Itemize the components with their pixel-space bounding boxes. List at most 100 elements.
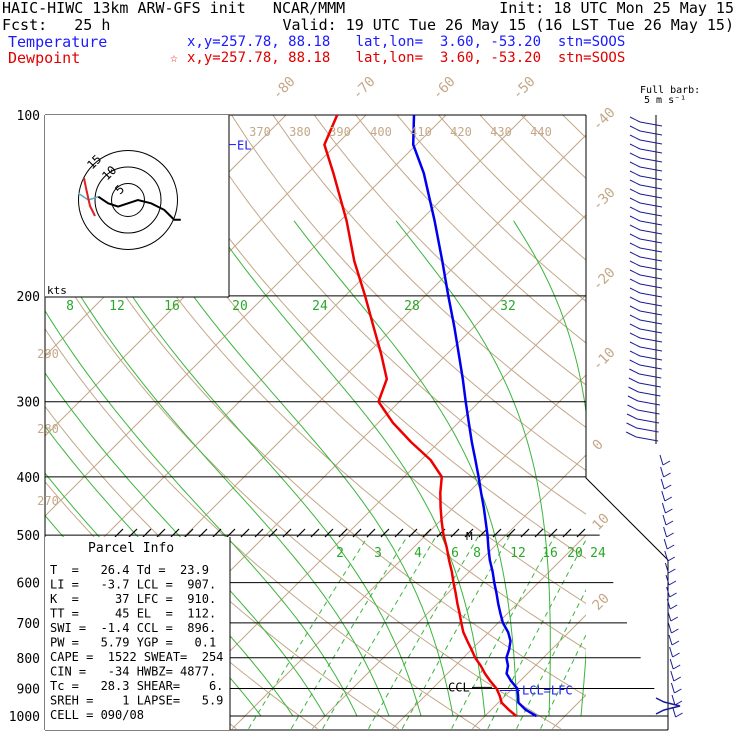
wind-barb	[639, 274, 663, 280]
isotherm-line	[471, 614, 586, 730]
dry-adiabat-line	[45, 328, 480, 730]
wind-barb-flag	[629, 278, 641, 285]
wind-barb-flag	[629, 305, 641, 312]
temperature-point	[458, 353, 460, 356]
dry-adiabat-line	[396, 115, 586, 302]
dewpoint-point	[466, 640, 469, 642]
wind-barb-lower	[669, 658, 674, 670]
theta-tick-label: 390	[329, 125, 351, 139]
temperature-point	[487, 547, 490, 549]
wind-barb	[639, 301, 663, 307]
wind-barb	[639, 373, 662, 379]
wind-barb-flag	[628, 386, 639, 393]
wind-barb-lower-flag	[675, 712, 683, 718]
mixing-ratio-line	[322, 534, 438, 729]
dewpoint-point	[500, 701, 503, 704]
wind-barb-flag	[629, 215, 641, 222]
freezing-hatch-mark	[170, 528, 180, 538]
wind-barb	[639, 202, 663, 208]
lcl-lfc-label: LCL=LFC	[522, 684, 573, 698]
temperature-tick-label: -70	[350, 74, 379, 103]
legend-temperature-label: Temperature	[8, 33, 108, 51]
temperature-point	[423, 172, 425, 174]
freezing-hatch-mark	[394, 528, 404, 538]
dry-adiabat-line	[479, 115, 586, 220]
temperature-tick-label: 10	[590, 511, 613, 534]
pressure-tick-label: 300	[17, 396, 40, 411]
freezing-hatch-mark	[296, 528, 306, 538]
freezing-hatch-mark	[226, 528, 236, 538]
moist-adiabat-line	[85, 220, 422, 717]
temperature-tick-label: -60	[430, 74, 459, 103]
wind-barb-lower-flag	[669, 592, 677, 598]
wind-barb-lower	[668, 634, 673, 646]
freezing-hatch-mark	[198, 528, 208, 538]
moist-adiabat-line	[395, 220, 551, 717]
temperature-point	[491, 570, 494, 573]
dry-adiabat-line	[617, 88, 740, 729]
wind-barb-flag	[629, 188, 641, 195]
dewpoint-point	[498, 694, 501, 697]
theta-tick-label: 430	[490, 125, 512, 139]
dewpoint-point	[446, 547, 448, 549]
temperature-tick-label: -50	[510, 74, 539, 103]
wind-barb-lower-flag	[668, 580, 677, 586]
pressure-tick-label: 900	[17, 682, 40, 697]
dewpoint-point	[364, 295, 366, 297]
freezing-hatch-mark	[562, 528, 572, 538]
ccl-label: CCL	[448, 680, 470, 694]
dewpoint-point	[489, 680, 492, 682]
wind-barb-lower-flag	[671, 628, 679, 634]
wind-barb	[639, 166, 663, 172]
temperature-point	[508, 648, 510, 651]
header-line2-left: Fcst: 25 h	[2, 16, 111, 34]
dewpoint-point	[323, 143, 326, 146]
wind-barb-lower	[661, 490, 666, 502]
temperature-point	[505, 672, 508, 675]
freezing-hatch-mark	[506, 528, 516, 538]
wind-barb-lower	[659, 454, 664, 466]
dewpoint-point	[353, 260, 356, 262]
dry-adiabat-line	[45, 247, 562, 730]
wind-barb	[639, 184, 663, 190]
plot-frame-right	[585, 115, 669, 730]
parcel-info-row: T = 26.4 Td = 23.9	[50, 563, 209, 577]
wind-barb-lower	[670, 670, 675, 682]
freezing-hatch-mark	[576, 528, 586, 538]
hodograph-trace-mid	[83, 177, 96, 217]
temperature-tick-label: -20	[590, 265, 619, 294]
parcel-info-row: CAPE = 1522 SWEAT= 254	[50, 650, 223, 664]
moist-adiabat-line	[293, 220, 518, 717]
freezing-hatch-mark	[520, 528, 530, 538]
hodograph-trace-upper	[97, 195, 181, 221]
wind-barb-lower-flag	[666, 544, 675, 550]
wind-barb-lower-flag	[672, 652, 680, 658]
isotherm-line	[151, 294, 586, 730]
freezing-hatch-mark	[142, 528, 152, 538]
wind-barb-flag	[627, 395, 639, 402]
temperature-tick-label: -80	[270, 74, 299, 103]
parcel-info-row: SREH = 1 LAPSE= 5.9	[50, 694, 223, 708]
wind-barb-lower-flag	[663, 472, 671, 478]
mixing-ratio-line	[451, 534, 556, 729]
temperature-point	[474, 459, 477, 461]
wind-barb	[639, 310, 663, 316]
temperature-point	[517, 694, 519, 697]
mixing-ratio-tick-label: 3	[374, 546, 382, 561]
theta-tick-label: 410	[410, 125, 432, 139]
parcel-info-row: CELL = 090/08	[50, 708, 144, 722]
temperature-point	[497, 602, 500, 605]
pressure-tick-label: 1000	[9, 710, 40, 725]
theta-tick-label: 380	[289, 125, 311, 139]
wind-barb	[639, 139, 663, 145]
dewpoint-point	[515, 715, 517, 717]
theta-e-tick-label: 20	[232, 299, 248, 314]
header-line1-right: Init: 18 UTC Mon 25 May 15	[499, 0, 734, 17]
pressure-tick-label: 100	[17, 109, 40, 124]
parcel-info-row: K = 37 LFC = 910.	[50, 592, 216, 606]
isotherm-line	[311, 454, 586, 730]
isotherm-line	[45, 115, 527, 597]
dewpoint-point	[439, 491, 442, 494]
dewpoint-point	[429, 459, 432, 461]
hodograph-ring	[94, 166, 162, 234]
